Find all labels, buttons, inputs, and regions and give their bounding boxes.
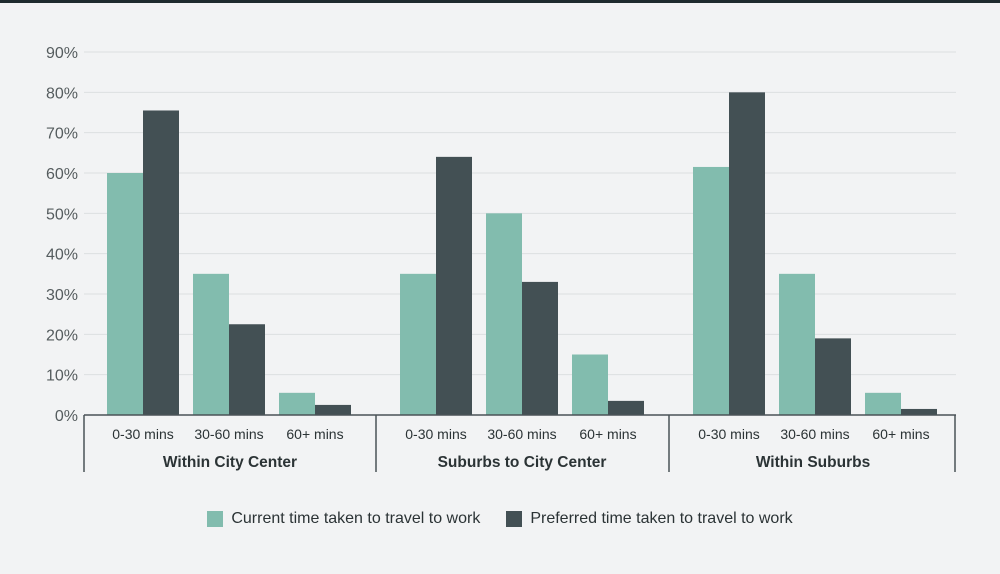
- bar-preferred: [143, 110, 179, 415]
- category-label: 0-30 mins: [405, 426, 466, 442]
- bar-chart: 0% 10% 20% 30% 40% 50% 60% 70% 80% 90% 0-30 mins 3…: [46, 45, 956, 472]
- bar-current: [279, 392, 315, 415]
- category-labels: 0-30 mins 30-60 mins 60+ mins 0-30 mins 30-6…: [112, 426, 929, 442]
- group-label: Suburbs to City Center: [438, 454, 607, 471]
- bar-preferred: [729, 92, 765, 415]
- group-label: Within City Center: [163, 454, 297, 471]
- legend-label-current: Current time taken to travel to work: [231, 510, 481, 527]
- group-labels: Within City Center Suburbs to City Center…: [163, 454, 870, 471]
- category-label: 30-60 mins: [194, 426, 263, 442]
- bar-current: [779, 273, 815, 415]
- y-tick-label: 70%: [46, 126, 78, 143]
- bar-current: [107, 173, 143, 415]
- bar-current: [865, 392, 901, 415]
- bar-preferred: [522, 281, 558, 415]
- x-axis: [83, 414, 956, 472]
- legend-item-current: Current time taken to travel to work: [207, 510, 480, 528]
- legend-item-preferred: Preferred time taken to travel to work: [506, 510, 793, 528]
- y-tick-label: 90%: [46, 45, 78, 62]
- legend: Current time taken to travel to work Pre…: [0, 510, 1000, 528]
- bar-preferred: [229, 324, 265, 415]
- bars: [107, 92, 937, 415]
- y-tick-label: 10%: [46, 368, 78, 385]
- y-tick-label: 80%: [46, 85, 78, 102]
- bar-current: [693, 166, 729, 415]
- legend-swatch-preferred: [506, 511, 523, 527]
- group-label: Within Suburbs: [756, 454, 870, 471]
- category-label: 60+ mins: [286, 426, 343, 442]
- bar-current: [400, 273, 436, 415]
- category-label: 30-60 mins: [780, 426, 849, 442]
- y-tick-label: 40%: [46, 247, 78, 264]
- y-tick-label: 0%: [55, 408, 78, 425]
- category-label: 0-30 mins: [112, 426, 173, 442]
- bar-current: [193, 273, 229, 415]
- bar-preferred: [815, 338, 851, 415]
- bar-preferred: [608, 400, 644, 415]
- bar-current: [572, 354, 608, 415]
- category-label: 60+ mins: [579, 426, 636, 442]
- category-label: 0-30 mins: [698, 426, 759, 442]
- category-label: 30-60 mins: [487, 426, 556, 442]
- category-label: 60+ mins: [872, 426, 929, 442]
- y-tick-label: 20%: [46, 327, 78, 344]
- y-axis-ticks: 0% 10% 20% 30% 40% 50% 60% 70% 80% 90%: [46, 45, 78, 425]
- bar-preferred: [315, 404, 351, 415]
- bar-preferred: [436, 156, 472, 415]
- y-tick-label: 60%: [46, 166, 78, 183]
- y-tick-label: 30%: [46, 287, 78, 304]
- bar-current: [486, 213, 522, 415]
- legend-swatch-current: [207, 511, 224, 527]
- bar-preferred: [901, 408, 937, 415]
- top-border: [0, 0, 1000, 3]
- legend-label-preferred: Preferred time taken to travel to work: [530, 510, 793, 527]
- y-tick-label: 50%: [46, 206, 78, 223]
